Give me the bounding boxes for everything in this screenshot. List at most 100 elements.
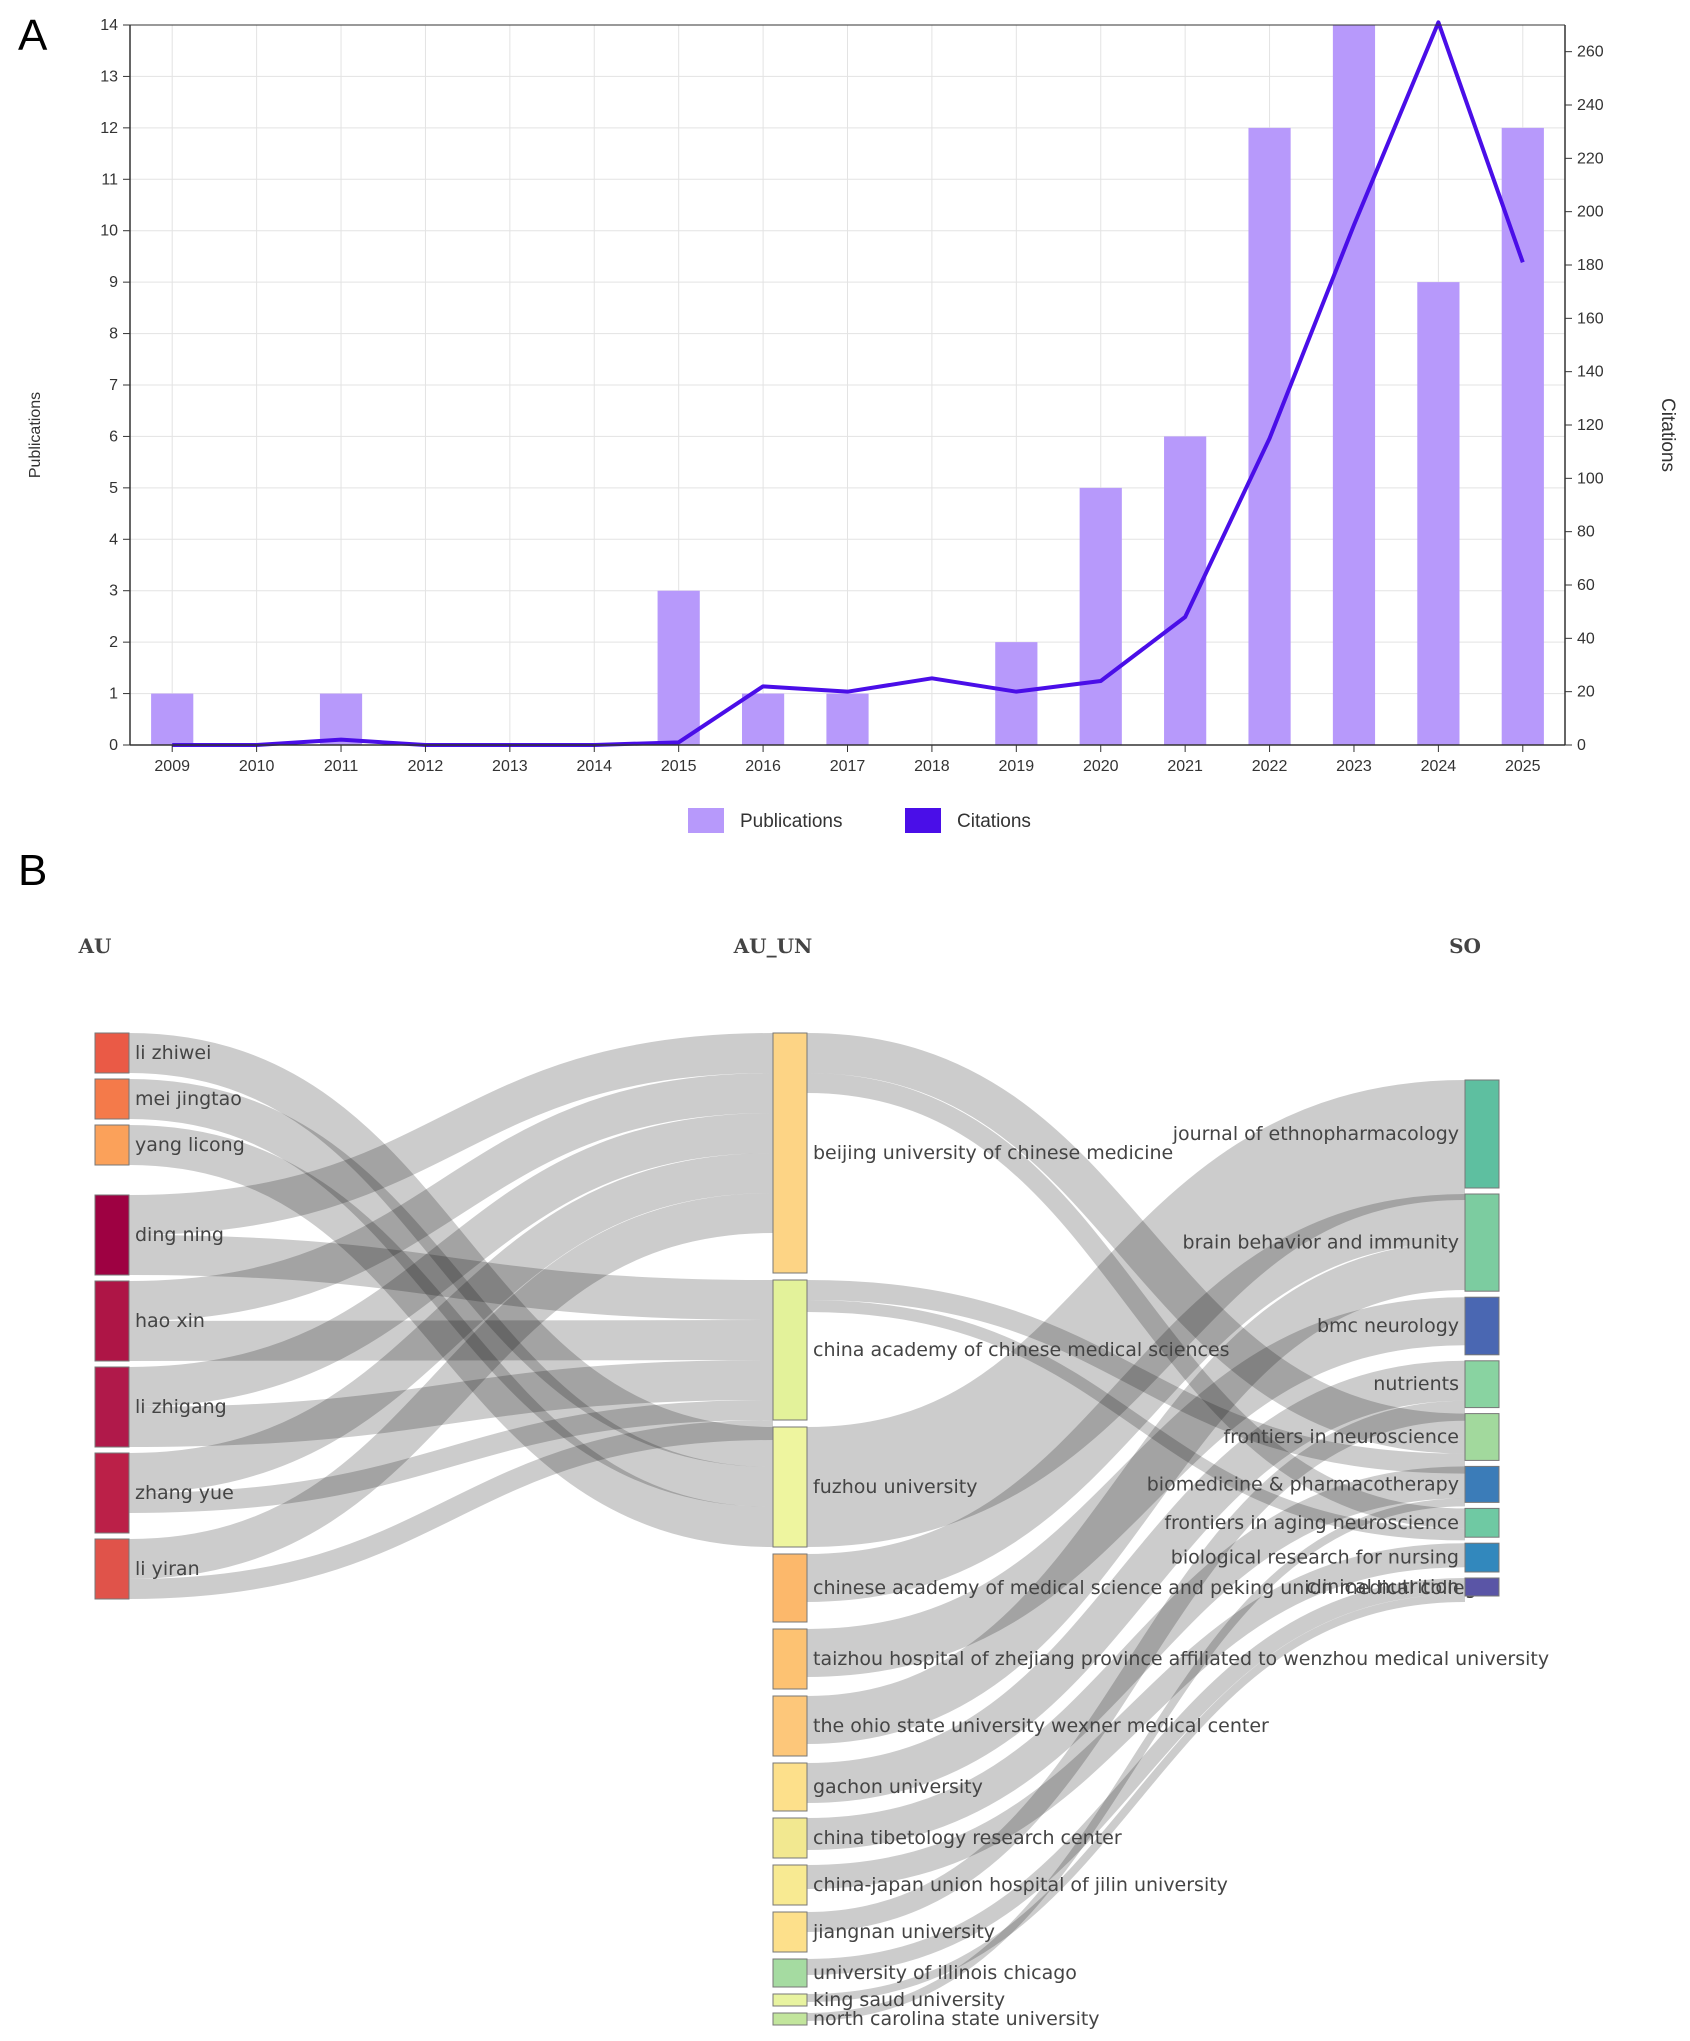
y-tick-label: 11	[101, 171, 118, 188]
tick-labels: 0123456789101112131402040608010012014016…	[100, 17, 1604, 775]
x-tick-label: 2012	[408, 758, 444, 775]
node-clinical-nutrition	[1464, 1577, 1500, 1597]
x-tick-label: 2011	[324, 758, 359, 775]
node-label-bmc-neurology: bmc neurology	[1317, 1315, 1459, 1337]
link-king-saud-university-to-clinical-nutrition	[806, 1594, 1466, 2002]
link-north-carolina-state-university-to-biomedicine-pharmacotherapy	[806, 1498, 1466, 2021]
bar-2020	[1079, 487, 1122, 745]
node-brain-behavior-and-immunity	[1464, 1193, 1500, 1292]
node-label-li-yiran: li yiran	[135, 1558, 200, 1580]
node-label-university-of-illinois-chicago: university of illinois chicago	[813, 1962, 1077, 1984]
bar-2015	[657, 590, 700, 745]
y2-tick-label: 140	[1577, 364, 1604, 381]
x-tick-label: 2018	[914, 758, 950, 775]
y2-tick-label: 260	[1577, 44, 1604, 61]
link-yang-licong-to-fuzhou-university	[128, 1125, 774, 1547]
node-li-yiran	[94, 1538, 130, 1600]
link-li-yiran-to-china-academy-of-chinese-medical-sciences	[128, 1420, 774, 1599]
y2-tick-label: 20	[1577, 684, 1595, 701]
link-the-ohio-state-university-wexner-medical-center-to-brain-behavior-and-immunity	[806, 1242, 1466, 1744]
y-tick-label: 7	[109, 377, 118, 394]
y2-tick-label: 0	[1577, 737, 1586, 754]
y-tick-label: 1	[109, 686, 118, 703]
node-beijing-university-of-chinese-medicine	[772, 1032, 808, 1274]
bar-2017	[826, 693, 869, 745]
node-university-of-illinois-chicago	[772, 1958, 808, 1988]
x-tick-label: 2009	[154, 758, 190, 775]
legend-swatch-publications	[688, 808, 724, 833]
node-the-ohio-state-university-wexner-medical-center	[772, 1695, 808, 1757]
bar-2009	[151, 693, 194, 745]
node-label-chinese-academy-of-medical-science-and-peking-union-medical-college: chinese academy of medical science and p…	[813, 1577, 1488, 1599]
legend[interactable]: Publications Citations	[688, 808, 1031, 833]
legend-label-publications: Publications	[740, 811, 842, 832]
node-label-king-saud-university: king saud university	[813, 1989, 1005, 2011]
y-tick-label: 5	[109, 480, 118, 497]
node-label-china-tibetology-research-center: china tibetology research center	[813, 1827, 1122, 1849]
node-label-li-zhigang: li zhigang	[135, 1396, 227, 1418]
y2-tick-label: 80	[1577, 524, 1595, 541]
node-king-saud-university	[772, 1993, 808, 2007]
link-zhang-yue-to-china-academy-of-chinese-medical-sciences	[128, 1400, 774, 1513]
link-hao-xin-to-beijing-university-of-chinese-medicine	[128, 1073, 774, 1321]
sankey-links	[128, 1033, 1467, 2021]
link-china-academy-of-chinese-medical-sciences-to-frontiers-in-aging-neuroscience	[806, 1300, 1466, 1541]
y2-tick-label: 100	[1577, 470, 1604, 487]
link-jiangnan-university-to-nutrients	[806, 1400, 1466, 1932]
node-jiangnan-university	[772, 1911, 808, 1953]
node-label-gachon-university: gachon university	[813, 1776, 983, 1798]
node-label-jiangnan-university: jiangnan university	[812, 1921, 995, 1943]
y2-tick-label: 120	[1577, 417, 1604, 434]
y2-tick-label: 180	[1577, 257, 1604, 274]
y-tick-label: 10	[100, 223, 118, 240]
y2-tick-label: 60	[1577, 577, 1595, 594]
citations-polyline	[172, 20, 1525, 747]
link-mei-jingtao-to-fuzhou-university	[128, 1079, 774, 1507]
link-fuzhou-university-to-journal-of-ethnopharmacology	[805, 1080, 1467, 1547]
link-li-zhigang-to-china-academy-of-chinese-medical-sciences	[128, 1360, 774, 1447]
node-label-yang-licong: yang licong	[135, 1134, 245, 1156]
bar-2024	[1417, 282, 1460, 745]
publications-bars	[151, 25, 1544, 746]
node-yang-licong	[94, 1124, 130, 1166]
link-chinese-academy-of-medical-science-and-peking-union-medical-college-to-brain-behavior-and-immunity	[806, 1194, 1466, 1602]
x-tick-label: 2020	[1083, 758, 1119, 775]
panel-b-label: B	[18, 846, 47, 895]
y-tick-label: 0	[109, 737, 118, 754]
link-china-japan-union-hospital-of-jilin-university-to-biological-research-for-nursing	[806, 1543, 1466, 1889]
y2-tick-label: 200	[1577, 204, 1604, 221]
node-hao-xin	[94, 1280, 130, 1362]
node-label-frontiers-in-aging-neuroscience: frontiers in aging neuroscience	[1164, 1512, 1459, 1534]
node-label-frontiers-in-neuroscience: frontiers in neuroscience	[1223, 1426, 1459, 1448]
y2-axis-title: Citations	[1657, 398, 1678, 472]
x-tick-label: 2015	[661, 758, 697, 775]
y-tick-label: 3	[109, 583, 118, 600]
node-journal-of-ethnopharmacology	[1464, 1079, 1500, 1189]
x-tick-label: 2024	[1421, 758, 1457, 775]
column-headers: AU AU_UN SO	[78, 934, 1481, 958]
link-china-tibetology-research-center-to-biomedicine-pharmacotherapy	[806, 1466, 1466, 1850]
x-tick-label: 2017	[830, 758, 866, 775]
x-tick-label: 2023	[1336, 758, 1372, 775]
x-tick-label: 2022	[1252, 758, 1288, 775]
node-ding-ning	[94, 1194, 130, 1276]
node-label-zhang-yue: zhang yue	[135, 1482, 234, 1504]
bar-2025	[1501, 127, 1544, 746]
node-china-tibetology-research-center	[772, 1817, 808, 1859]
node-label-beijing-university-of-chinese-medicine: beijing university of chinese medicine	[813, 1142, 1173, 1164]
node-frontiers-in-neuroscience	[1464, 1413, 1500, 1461]
node-nutrients	[1464, 1360, 1500, 1409]
link-ding-ning-to-china-academy-of-chinese-medical-sciences	[128, 1235, 774, 1320]
legend-swatch-citations	[905, 808, 941, 833]
link-li-zhigang-to-beijing-university-of-chinese-medicine	[128, 1113, 774, 1407]
node-north-carolina-state-university	[772, 2012, 808, 2026]
node-label-china-academy-of-chinese-medical-sciences: china academy of chinese medical science…	[813, 1339, 1230, 1361]
node-label-biological-research-for-nursing: biological research for nursing	[1171, 1547, 1459, 1569]
y2-tick-label: 220	[1577, 150, 1604, 167]
link-li-zhiwei-to-fuzhou-university	[128, 1033, 774, 1467]
axes	[123, 24, 1572, 752]
link-beijing-university-of-chinese-medicine-to-frontiers-in-neuroscience	[806, 1033, 1466, 1454]
y-tick-label: 4	[109, 531, 118, 548]
node-label-journal-of-ethnopharmacology: journal of ethnopharmacology	[1172, 1123, 1459, 1145]
